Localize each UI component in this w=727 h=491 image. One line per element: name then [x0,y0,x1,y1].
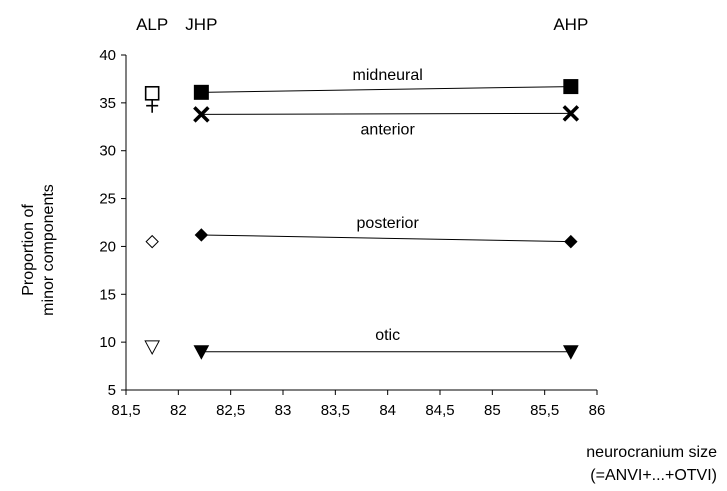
anterior-label: anterior [361,121,416,138]
midneural-label: midneural [353,67,423,84]
plot-area: midneural anterior posterior otic [144,67,580,360]
y-tick-label: 15 [99,286,116,303]
y-tick-label: 30 [99,143,116,160]
x-tick-label: 83 [275,402,292,419]
posterior-point [564,234,578,249]
group-label-ahp: AHP [553,15,588,34]
y-tick-label: 35 [99,95,116,112]
axes: 5 10 15 20 25 30 35 40 81,5 82 82,5 83 83,5 84 84,5 85 8… [99,15,605,419]
x-tick-label: 82,5 [216,402,245,419]
x-tick-label: 81,5 [111,402,140,419]
otic-label: otic [375,327,400,344]
otic-point [562,345,579,360]
chart-labels: Proportion of minor components neurocran… [20,184,717,484]
x-axis-title-line2: (=ANVI+...+OTVI) [590,467,717,484]
midneural-point [563,79,579,95]
x-tick-label: 84 [379,402,396,419]
x-axis-title-line1: neurocranium size [586,444,717,461]
anterior-series-line [201,112,571,115]
x-tick-label: 85,5 [530,402,559,419]
group-label-alp: ALP [136,15,168,34]
y-tick-label: 25 [99,191,116,208]
group-label-jhp: JHP [185,15,217,34]
x-tick-label: 84,5 [425,402,454,419]
y-tick-label: 40 [99,47,116,64]
x-tick-label: 82 [170,402,187,419]
x-tick-label: 83,5 [321,402,350,419]
anterior-point [193,106,210,123]
posterior-label: posterior [357,215,420,232]
midneural-series-line [201,86,571,93]
anterior-point [562,105,580,122]
y-tick-label: 10 [99,334,116,351]
x-tick-label: 85 [484,402,501,419]
x-tick-label: 86 [589,402,606,419]
anterior-point [146,99,159,113]
y-tick-label: 5 [108,382,116,399]
otic-point [144,340,161,355]
midneural-point [144,85,160,101]
y-axis-title-line1: Proportion of [20,204,37,296]
otic-point [193,345,210,360]
y-axis-title-line2: minor components [40,184,57,316]
midneural-point [193,84,209,100]
posterior-series-line [201,234,571,243]
y-tick-label: 20 [99,238,116,255]
posterior-point [145,234,159,249]
posterior-point [194,228,209,242]
